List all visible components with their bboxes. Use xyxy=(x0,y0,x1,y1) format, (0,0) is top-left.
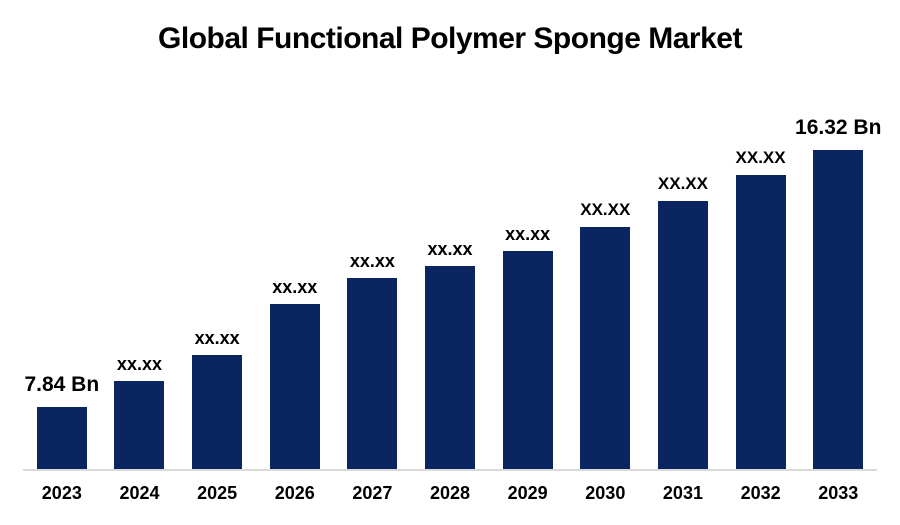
bar-cell: xx.xx xyxy=(334,0,412,469)
bar xyxy=(269,304,320,469)
bar-value-label: xx.xx xyxy=(116,354,162,374)
bar xyxy=(36,407,87,469)
x-axis-tick-label: 2023 xyxy=(41,483,82,503)
bar-cell: xx.xx xyxy=(101,0,179,469)
bar-value-label: XX.XX xyxy=(580,200,631,219)
plot-area: 7.84 Bn xx.xx xx.xx xx.xx xx.xx xx.xx xx.xx XX.… xyxy=(23,0,881,469)
x-axis-tick-label: 2031 xyxy=(662,483,703,503)
x-axis-tick-label: 2025 xyxy=(197,483,238,503)
bar xyxy=(114,381,165,469)
x-axis-tick-label: 2033 xyxy=(818,483,859,503)
bar-value-label: xx.xx xyxy=(349,251,395,271)
bar-value-label: 16.32 Bn xyxy=(795,116,882,139)
bar xyxy=(192,355,243,469)
bar-value-label: xx.xx xyxy=(505,224,551,244)
bar-cell: xx.xx xyxy=(178,0,256,469)
bar-cell: XX.XX xyxy=(644,0,722,469)
bar-value-label: xx.xx xyxy=(427,239,473,259)
bar xyxy=(425,266,476,469)
x-axis-tick-label: 2028 xyxy=(430,483,471,503)
x-axis-tick-label: 2024 xyxy=(119,483,160,503)
bar xyxy=(502,251,553,469)
x-axis-tick-label: 2026 xyxy=(274,483,315,503)
bar-value-label: XX.XX xyxy=(735,148,786,167)
bar-value-label: xx.xx xyxy=(272,277,318,297)
bar-cell: 16.32 Bn xyxy=(795,0,881,469)
bar-cell: XX.XX xyxy=(722,0,800,469)
bar xyxy=(347,278,398,469)
bar-cell: xx.xx xyxy=(256,0,334,469)
x-axis-tick-label: 2032 xyxy=(740,483,781,503)
bar-cell: xx.xx xyxy=(489,0,567,469)
bar-value-label: XX.XX xyxy=(657,174,708,193)
bar-cell: xx.xx xyxy=(411,0,489,469)
bar xyxy=(813,150,864,469)
bar xyxy=(580,227,631,469)
bar-value-label: xx.xx xyxy=(194,328,240,348)
x-axis-line xyxy=(23,469,877,471)
bar xyxy=(657,201,708,469)
x-axis-tick-label: 2029 xyxy=(507,483,548,503)
x-axis-tick-label: 2030 xyxy=(585,483,626,503)
bar xyxy=(735,175,786,469)
x-axis-tick-label: 2027 xyxy=(352,483,393,503)
x-axis-tick-row: 2023 2024 2025 2026 2027 2028 2029 2030 2031 2032… xyxy=(23,483,877,504)
bar-cell: 7.84 Bn xyxy=(23,0,101,469)
chart-title: Global Functional Polymer Sponge Market xyxy=(158,22,742,55)
bar-value-label: 7.84 Bn xyxy=(24,373,100,396)
bar-cell: XX.XX xyxy=(566,0,644,469)
